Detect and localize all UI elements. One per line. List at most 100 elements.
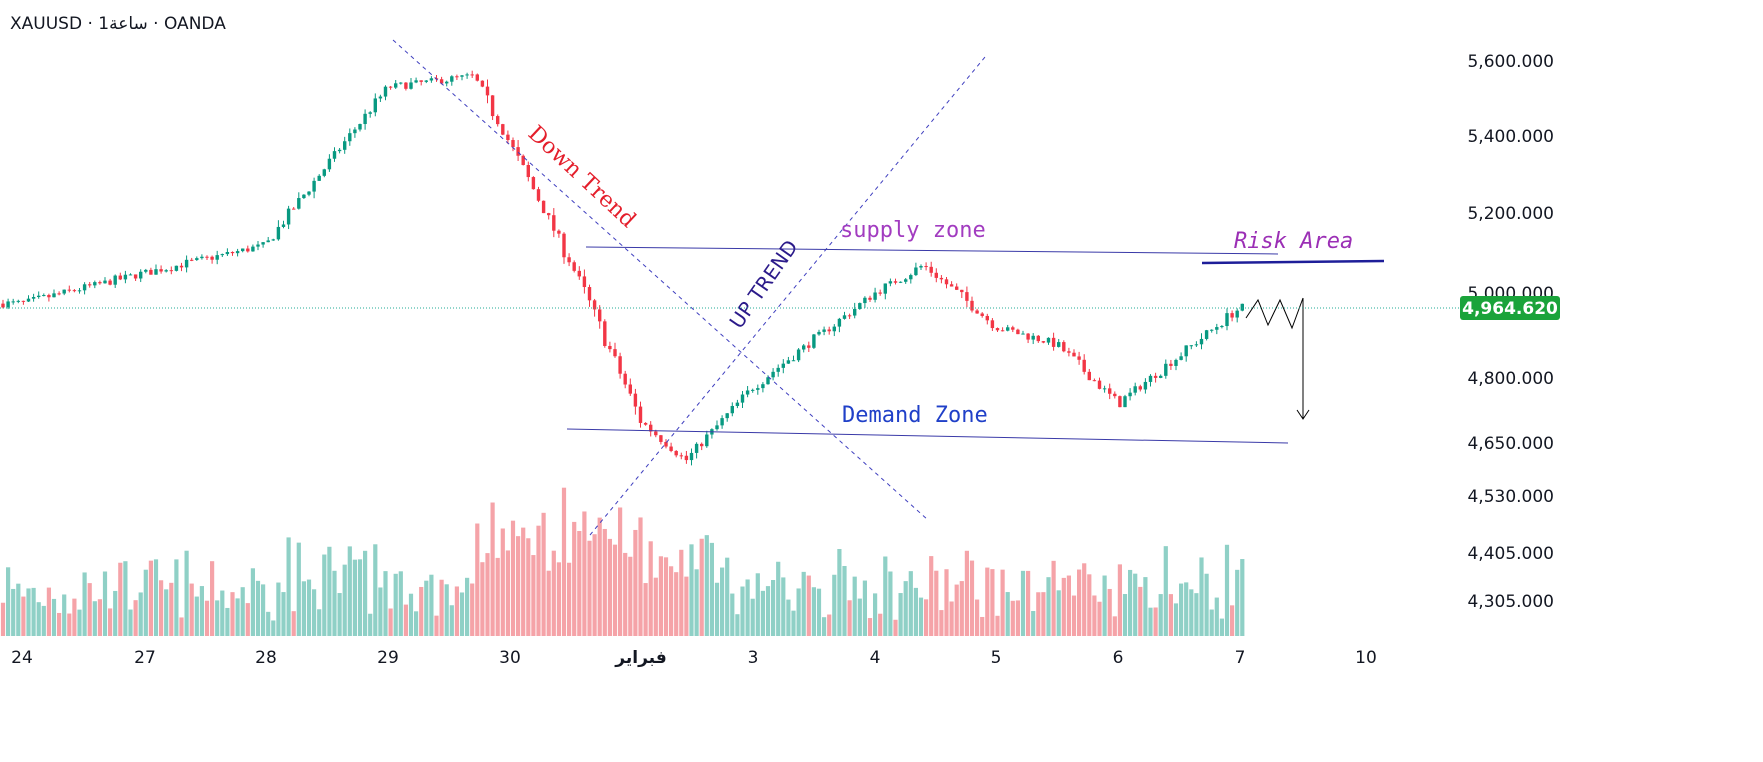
volume-bar: [567, 562, 572, 636]
candle-body: [1235, 310, 1239, 318]
candle-body: [42, 295, 46, 297]
candle-body: [179, 265, 184, 268]
candle-body: [378, 96, 383, 99]
volume-bar: [1173, 603, 1179, 636]
candle-body: [210, 256, 214, 260]
candle-body: [761, 384, 765, 389]
demand-zone-line: [566, 428, 1289, 444]
volume-bar: [628, 556, 633, 636]
volume-bar: [924, 599, 929, 636]
candle-body: [817, 331, 821, 335]
volume-bar: [1041, 592, 1046, 636]
volume-bar: [97, 599, 102, 636]
volume-bar: [1184, 582, 1189, 636]
candle-body: [745, 390, 750, 395]
volume-bar: [679, 549, 684, 636]
candle-body: [980, 313, 984, 316]
volume-bar: [730, 593, 735, 636]
candle-body: [1164, 363, 1168, 376]
volume-bar: [449, 605, 454, 636]
volume-bar: [1138, 586, 1143, 636]
y-tick-label: 4,405.000: [1467, 544, 1554, 564]
candle-body: [266, 240, 270, 243]
volume-bar: [495, 557, 500, 636]
candle-body: [536, 189, 541, 201]
candle-body: [133, 274, 138, 279]
volume-bar: [714, 582, 720, 636]
candle-body: [705, 434, 709, 447]
x-tick-label: 10: [1355, 648, 1377, 668]
candle-body: [368, 112, 372, 114]
volume-bar: [1235, 569, 1240, 636]
candle-body: [847, 315, 852, 317]
y-tick-label: 4,530.000: [1467, 487, 1554, 507]
volume-bar: [317, 609, 322, 636]
candle-body: [516, 147, 520, 156]
volume-bar: [1112, 616, 1117, 636]
volume-bar: [72, 598, 77, 636]
volume-bar: [6, 567, 11, 636]
candle-body: [77, 290, 82, 292]
volume-bar: [301, 581, 306, 636]
volume-bar: [153, 559, 159, 636]
candle-body: [317, 175, 321, 181]
volume-bar: [1107, 588, 1112, 636]
candle-body: [1097, 380, 1102, 389]
candle-body: [190, 259, 194, 261]
candle-body: [618, 356, 622, 374]
candle-body: [93, 282, 97, 286]
volume-bar: [189, 583, 194, 636]
candle-body: [67, 289, 71, 291]
y-tick-label: 4,305.000: [1467, 592, 1554, 612]
volume-bar: [531, 555, 536, 636]
candle-body: [215, 255, 219, 260]
volume-bar: [77, 609, 82, 636]
volume-bar: [250, 568, 255, 636]
candle-body: [1036, 335, 1040, 342]
volume-bar: [1082, 563, 1087, 636]
volume-bar: [296, 542, 301, 636]
volume-bar: [454, 586, 459, 636]
candle-body: [1194, 344, 1199, 346]
volume-bar: [582, 511, 587, 636]
volume-bar: [832, 574, 837, 636]
candle-body: [1123, 396, 1127, 408]
volume-bar: [164, 589, 169, 636]
volume-bar: [1240, 559, 1245, 636]
candle-body: [1051, 337, 1056, 347]
candle-body: [965, 292, 969, 301]
volume-bar: [704, 535, 709, 636]
candle-body: [837, 318, 842, 327]
projection-zigzag: [1245, 297, 1304, 330]
candle-body: [312, 180, 316, 192]
volume-bar: [276, 582, 281, 636]
candle-body: [587, 287, 592, 301]
volume-bar: [291, 611, 296, 636]
volume-bar: [1163, 546, 1168, 636]
y-tick-label: 5,400.000: [1467, 127, 1554, 147]
candle-body: [684, 455, 689, 461]
candle-body: [506, 134, 510, 141]
y-tick-label: 5,200.000: [1467, 204, 1554, 224]
candle-body: [246, 248, 250, 252]
candle-body: [1230, 313, 1234, 318]
volume-bar: [87, 583, 92, 636]
candle-body: [985, 315, 989, 321]
volume-bar: [689, 544, 694, 636]
volume-bar: [138, 592, 143, 636]
volume-bar: [1092, 595, 1097, 636]
volume-bar: [1031, 610, 1036, 636]
candle-body: [990, 320, 995, 329]
candle-body: [547, 213, 551, 216]
volume-bar: [475, 523, 480, 636]
candle-body: [1143, 381, 1148, 390]
candle-body: [649, 424, 653, 432]
candle-body: [949, 284, 954, 287]
x-tick-label: 5: [991, 648, 1002, 668]
volume-bar: [658, 556, 663, 636]
candle-body: [470, 74, 474, 76]
candle-body: [694, 443, 699, 453]
volume-bar: [653, 577, 658, 636]
volume-bar: [618, 507, 623, 636]
